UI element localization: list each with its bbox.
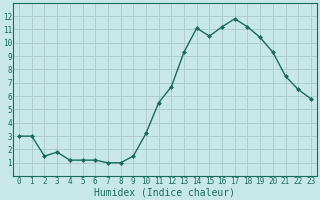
X-axis label: Humidex (Indice chaleur): Humidex (Indice chaleur)	[94, 187, 236, 197]
